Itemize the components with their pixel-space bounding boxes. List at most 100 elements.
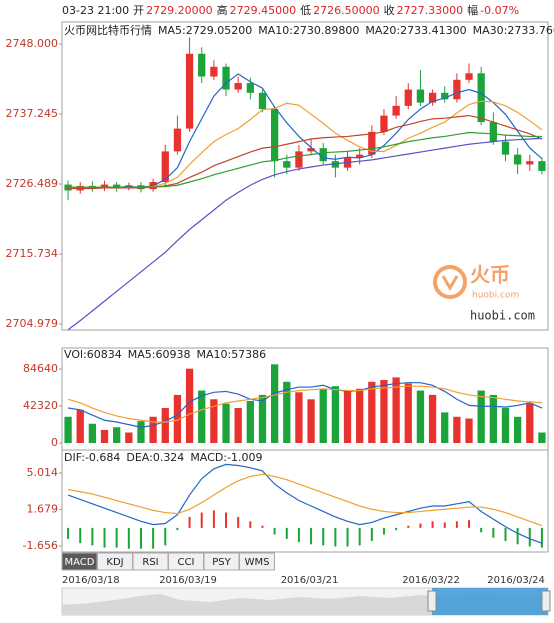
volume-bar (100, 429, 109, 444)
tab[interactable]: MACD (61, 552, 98, 571)
candle-body (513, 154, 522, 165)
candle-body (234, 83, 242, 90)
macd-bar (516, 527, 519, 545)
candle-body (319, 148, 327, 162)
header-value: 2729.45000 (230, 4, 296, 17)
x-tick-label: 2016/03/22 (402, 575, 460, 586)
candle-body (453, 79, 461, 100)
volume-bar (368, 381, 376, 444)
x-tick-label: 2016/03/18 (62, 575, 120, 586)
line (67, 473, 543, 527)
volume-bar (88, 423, 97, 444)
candle-body (428, 92, 437, 103)
volume-bar (125, 432, 133, 444)
y-tick-label: 2704.979 (6, 317, 59, 330)
macd-bar (528, 527, 531, 547)
macd-bar (273, 527, 276, 535)
y-tick-label: 42320 (23, 399, 58, 412)
macd-bar (504, 527, 507, 542)
tab[interactable]: CCI (168, 552, 204, 571)
x-tick-label: 2016/03/19 (159, 575, 217, 586)
volume-bar (428, 394, 437, 444)
macd-bar (419, 523, 422, 528)
volume-bar (295, 392, 303, 444)
tab[interactable]: WMS (239, 552, 275, 571)
volume-bar (513, 416, 522, 444)
legend-entry: DIF:-0.684 (64, 451, 120, 464)
volume-bar (343, 390, 352, 444)
macd-bar (212, 510, 215, 528)
volume-bar (392, 377, 400, 444)
volume-bar (416, 390, 425, 444)
volume-bar (246, 401, 254, 444)
header: 03-23 21:00 开 2729.20000 高 2729.45000 低 2726.5… (62, 3, 519, 17)
candle-body (404, 89, 412, 106)
macd-bar (370, 527, 373, 542)
volume-bar (198, 390, 206, 444)
legend-entry: MA20:2733.41300 (365, 24, 466, 37)
volume-bar (149, 416, 157, 444)
candle-body (270, 109, 279, 162)
candle-body (501, 141, 510, 155)
tab-label: KDJ (106, 557, 123, 568)
tab[interactable]: PSY (203, 552, 240, 571)
volume-bar (356, 388, 364, 444)
navigator-handle[interactable] (427, 590, 437, 612)
logo-mark (441, 275, 459, 291)
macd-bar (285, 527, 288, 539)
legend-entry: 火币网比特币行情 (64, 23, 152, 37)
volume-bar (76, 409, 84, 444)
y-tick-label: 2726.489 (6, 177, 59, 190)
volume-bar (137, 421, 145, 444)
volume-bar (185, 368, 194, 444)
y-tick-label: 2737.245 (6, 107, 59, 120)
navigator-handle[interactable] (541, 590, 551, 612)
x-tick-label: 2016/03/21 (281, 575, 339, 586)
volume-bar (64, 416, 72, 444)
macd-bar (443, 522, 446, 528)
tab-label: WMS (245, 557, 270, 568)
candle-body (368, 131, 376, 155)
macd-bar (188, 516, 191, 528)
y-tick-label: 2748.000 (6, 37, 59, 50)
macd-bar (395, 527, 398, 531)
tab[interactable]: KDJ (97, 552, 133, 571)
macd-bar (237, 516, 240, 528)
legend-entry: MA5:60938 (128, 348, 191, 361)
logo-text: 火币 (470, 263, 510, 287)
header-label: 幅 (467, 4, 478, 17)
volume-bar (501, 408, 510, 444)
volume-bar (258, 394, 267, 444)
header-time: 03-23 21:00 (62, 4, 129, 17)
macd-bar (480, 527, 483, 533)
tab-label: PSY (212, 557, 231, 568)
macd-bar (334, 527, 337, 547)
volume-bar (307, 399, 315, 444)
volume-bar (222, 403, 230, 444)
tab[interactable]: RSI (132, 552, 169, 571)
candle-body (283, 161, 291, 168)
candle-body (113, 184, 121, 188)
legend-entry: MACD:-1.009 (190, 451, 262, 464)
logo-subtext: huobi.com (472, 291, 519, 301)
candle-body (246, 83, 254, 93)
header-value: -0.07% (480, 4, 519, 17)
header-value: 2727.33000 (397, 4, 463, 17)
volume-bar (526, 403, 534, 444)
candle-body (161, 151, 169, 182)
candle-body (331, 161, 340, 168)
volume-bar (319, 388, 327, 444)
navigator-selection[interactable] (432, 588, 548, 615)
candle-body (489, 122, 497, 142)
y-tick-label: 2715.734 (6, 247, 59, 260)
header-label: 高 (217, 3, 228, 17)
volume-bar (380, 380, 388, 444)
macd-bar (322, 527, 325, 546)
macd-bar (310, 527, 313, 545)
candle-body (477, 73, 485, 123)
tab-bg (239, 552, 275, 571)
volume-bar (210, 399, 218, 444)
macd-bar (152, 527, 155, 549)
legend-entry: MA10:2730.89800 (258, 24, 359, 37)
